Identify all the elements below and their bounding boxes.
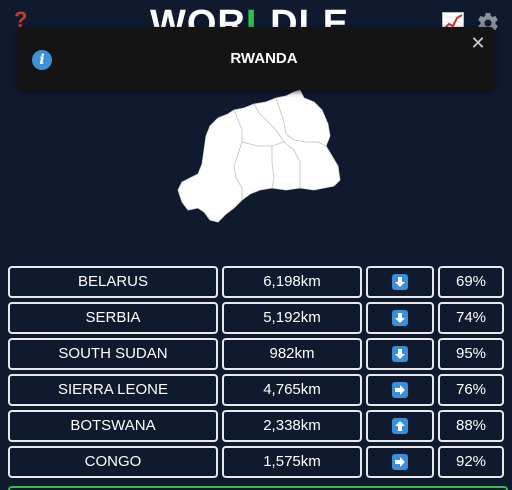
guess-proximity: 74% bbox=[438, 302, 504, 334]
up-arrow-icon bbox=[392, 418, 408, 434]
guess-row: CONGO 1,575km 92% bbox=[8, 446, 504, 478]
guess-country: SERBIA bbox=[8, 302, 218, 334]
guess-distance: 982km bbox=[222, 338, 362, 370]
guess-direction bbox=[366, 338, 434, 370]
guess-direction bbox=[366, 266, 434, 298]
down-arrow-icon bbox=[392, 310, 408, 326]
help-icon[interactable]: ? bbox=[14, 7, 28, 32]
guess-distance: 2,338km bbox=[222, 410, 362, 442]
guess-proximity: 92% bbox=[438, 446, 504, 478]
info-icon: i bbox=[32, 50, 52, 70]
right-arrow-icon bbox=[392, 382, 408, 398]
guess-country: SOUTH SUDAN bbox=[8, 338, 218, 370]
guess-input-edge[interactable] bbox=[8, 486, 508, 490]
close-icon[interactable]: ✕ bbox=[470, 33, 486, 53]
toast-message: RWANDA bbox=[230, 50, 298, 67]
guess-proximity: 76% bbox=[438, 374, 504, 406]
right-arrow-icon bbox=[392, 454, 408, 470]
guess-direction bbox=[366, 302, 434, 334]
guess-country: BOTSWANA bbox=[8, 410, 218, 442]
guess-proximity: 95% bbox=[438, 338, 504, 370]
guess-proximity: 88% bbox=[438, 410, 504, 442]
country-silhouette bbox=[177, 90, 341, 223]
guess-row: BOTSWANA 2,338km 88% bbox=[8, 410, 504, 442]
guess-row: SERBIA 5,192km 74% bbox=[8, 302, 504, 334]
guess-row: SOUTH SUDAN 982km 95% bbox=[8, 338, 504, 370]
guess-country: BELARUS bbox=[8, 266, 218, 298]
guess-direction bbox=[366, 374, 434, 406]
guess-country: CONGO bbox=[8, 446, 218, 478]
guess-distance: 5,192km bbox=[222, 302, 362, 334]
guess-distance: 1,575km bbox=[222, 446, 362, 478]
guess-distance: 6,198km bbox=[222, 266, 362, 298]
guess-row: BELARUS 6,198km 69% bbox=[8, 266, 504, 298]
down-arrow-icon bbox=[392, 274, 408, 290]
guess-direction bbox=[366, 446, 434, 478]
guess-direction bbox=[366, 410, 434, 442]
answer-toast: i RWANDA ✕ bbox=[18, 27, 494, 90]
guess-country: SIERRA LEONE bbox=[8, 374, 218, 406]
guess-row: SIERRA LEONE 4,765km 76% bbox=[8, 374, 504, 406]
guess-distance: 4,765km bbox=[222, 374, 362, 406]
guess-proximity: 69% bbox=[438, 266, 504, 298]
guess-list: BELARUS 6,198km 69% SERBIA 5,192km 74% SOUTH S… bbox=[8, 266, 504, 482]
down-arrow-icon bbox=[392, 346, 408, 362]
stats-icon[interactable] bbox=[442, 12, 464, 32]
